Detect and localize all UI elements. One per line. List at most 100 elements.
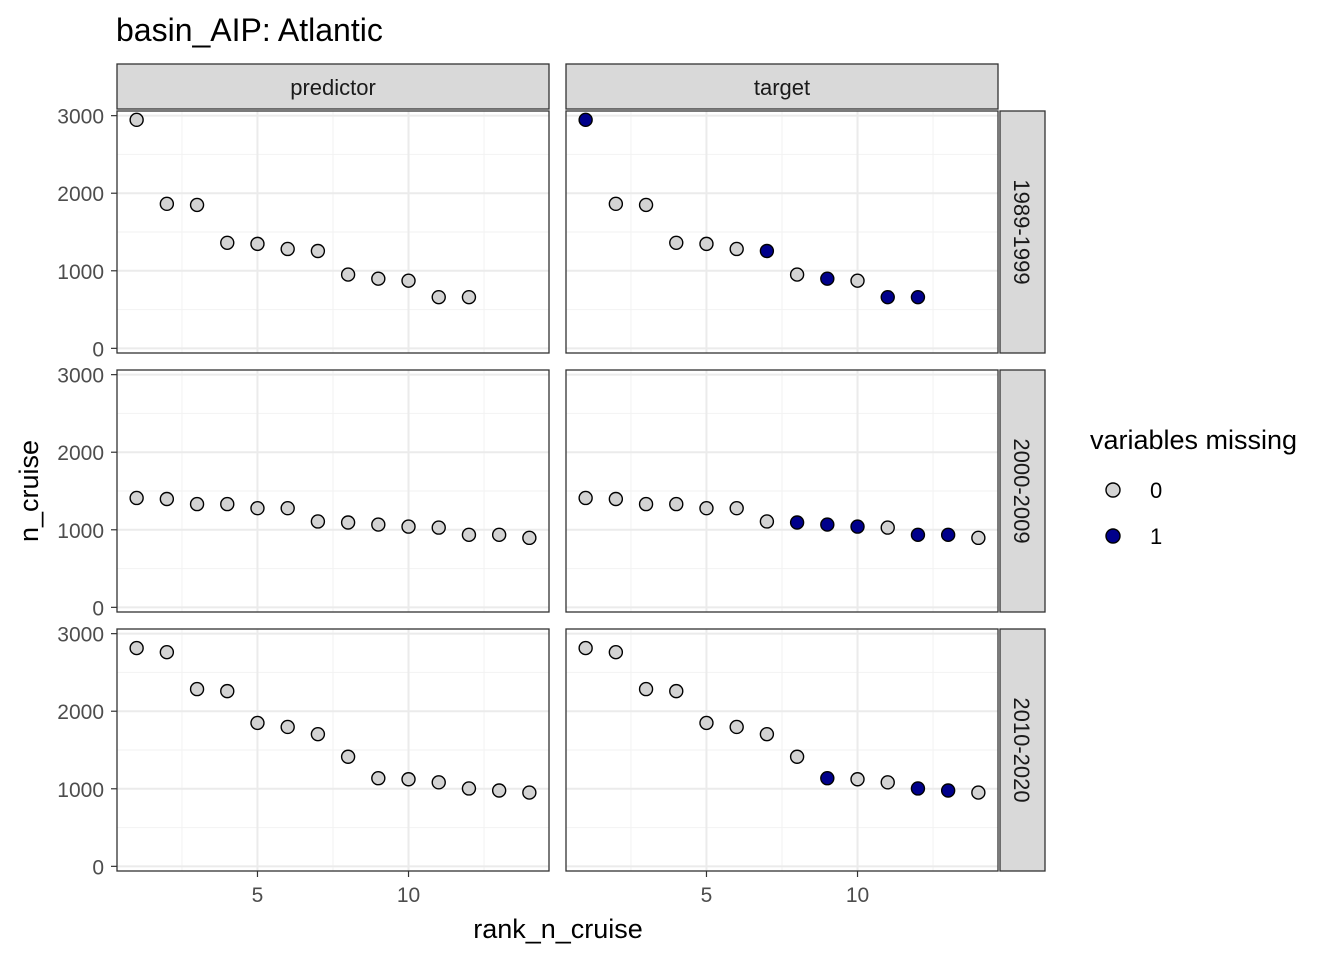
point-target-2010-2020-3 [638, 681, 654, 697]
point-predictor-2000-2009-3 [189, 496, 205, 512]
point-predictor-2010-2020-8 [340, 749, 356, 764]
point-target-1989-1999-4 [669, 235, 684, 250]
facet-strip-label-1989-1999: 1989-1999 [1009, 179, 1034, 284]
point-predictor-1989-1999-6 [280, 241, 295, 257]
point-target-2010-2020-8 [789, 749, 805, 764]
point-target-1989-1999-2 [608, 196, 624, 212]
point-predictor-2000-2009-1 [129, 490, 144, 506]
y-tick-label: 1000 [57, 779, 104, 802]
panel-border [565, 628, 999, 872]
point-target-1989-1999-3 [638, 197, 654, 213]
point-predictor-2010-2020-6 [280, 719, 295, 735]
point-predictor-2000-2009-11 [431, 520, 446, 535]
point-target-1989-1999-6 [729, 241, 744, 257]
point-target-2000-2009-6 [729, 501, 744, 516]
chart-title: basin_AIP: Atlantic [116, 12, 383, 48]
y-tick-label: 1000 [57, 520, 104, 543]
point-predictor-2000-2009-5 [250, 501, 265, 516]
point-target-2000-2009-4 [669, 496, 684, 512]
y-axis-label: n_cruise [14, 440, 44, 542]
point-target-1989-1999-12 [910, 289, 926, 305]
legend-key-1 [1105, 528, 1121, 544]
y-tick-label: 1000 [57, 261, 104, 284]
legend-label-1: 1 [1150, 524, 1162, 549]
facet-strip-label-2000-2009: 2000-2009 [1009, 438, 1034, 543]
facet-strip-1989-1999 [999, 110, 1046, 354]
point-target-1989-1999-11 [880, 289, 895, 305]
point-target-1989-1999-9 [820, 271, 835, 286]
point-target-1989-1999-5 [699, 236, 714, 252]
facet-strip-label-predictor: predictor [290, 75, 376, 100]
point-predictor-2010-2020-1 [129, 640, 144, 656]
point-target-2010-2020-2 [608, 644, 624, 660]
point-target-2000-2009-8 [789, 515, 805, 530]
point-predictor-2010-2020-5 [250, 715, 265, 731]
y-tick-label: 2000 [57, 442, 104, 465]
point-predictor-1989-1999-8 [340, 267, 356, 282]
facet-strip-label-2010-2020: 2010-2020 [1009, 697, 1034, 802]
y-tick-label: 0 [92, 856, 104, 879]
point-predictor-2010-2020-2 [159, 644, 175, 660]
legend-label-0: 0 [1150, 478, 1162, 503]
point-target-1989-1999-10 [850, 273, 865, 288]
point-target-2000-2009-10 [850, 519, 865, 534]
panel-border [116, 369, 550, 613]
legend-key-0 [1105, 482, 1121, 498]
point-predictor-1989-1999-9 [371, 271, 386, 286]
point-target-2000-2009-7 [759, 514, 775, 529]
point-target-2010-2020-11 [880, 775, 895, 790]
point-target-1989-1999-8 [789, 267, 805, 282]
x-tick-label: 10 [846, 884, 869, 907]
panel-border [565, 110, 999, 354]
point-target-2000-2009-3 [638, 496, 654, 512]
point-predictor-1989-1999-1 [129, 112, 144, 128]
point-predictor-2010-2020-3 [189, 681, 205, 697]
legend-title: variables missing [1090, 425, 1297, 455]
facet-strip-target [565, 63, 999, 110]
point-target-2000-2009-12 [910, 527, 926, 543]
point-predictor-2000-2009-10 [401, 519, 416, 534]
point-predictor-2010-2020-11 [431, 775, 446, 790]
point-predictor-2000-2009-4 [220, 496, 235, 512]
y-tick-label: 3000 [57, 365, 104, 388]
point-predictor-2010-2020-7 [310, 726, 326, 742]
point-target-2010-2020-13 [940, 783, 956, 798]
point-target-1989-1999-1 [578, 112, 593, 128]
point-predictor-1989-1999-4 [220, 235, 235, 250]
point-predictor-1989-1999-2 [159, 196, 175, 212]
point-predictor-1989-1999-12 [461, 289, 477, 305]
point-predictor-1989-1999-11 [431, 289, 446, 305]
y-tick-label: 0 [92, 338, 104, 361]
point-target-2000-2009-2 [608, 491, 624, 507]
point-target-2010-2020-5 [699, 715, 714, 731]
point-target-2010-2020-12 [910, 781, 926, 796]
point-target-2010-2020-4 [669, 683, 684, 699]
point-target-2000-2009-9 [820, 517, 835, 532]
point-predictor-2010-2020-14 [522, 785, 537, 800]
point-predictor-2000-2009-7 [310, 514, 326, 529]
point-predictor-2010-2020-10 [401, 772, 416, 787]
point-predictor-1989-1999-7 [310, 243, 326, 259]
point-predictor-2000-2009-6 [280, 501, 295, 516]
x-axis-label: rank_n_cruise [473, 914, 643, 944]
point-target-2000-2009-11 [880, 520, 895, 535]
point-target-1989-1999-7 [759, 243, 775, 259]
x-tick-label: 10 [397, 884, 420, 907]
facet-strip-2000-2009 [999, 369, 1046, 613]
point-predictor-2000-2009-14 [522, 530, 537, 546]
point-predictor-1989-1999-5 [250, 236, 265, 252]
point-predictor-2000-2009-12 [461, 527, 477, 543]
point-target-2010-2020-9 [820, 771, 835, 786]
facet-strip-label-target: target [754, 75, 810, 100]
x-tick-label: 5 [252, 884, 264, 907]
panel-border [116, 110, 550, 354]
point-predictor-2000-2009-9 [371, 517, 386, 532]
point-target-2000-2009-5 [699, 501, 714, 516]
point-predictor-2000-2009-13 [491, 527, 507, 543]
y-tick-label: 0 [92, 597, 104, 620]
point-target-2000-2009-1 [578, 490, 593, 506]
point-target-2000-2009-13 [940, 527, 956, 543]
point-predictor-2000-2009-8 [340, 515, 356, 530]
y-tick-label: 3000 [57, 624, 104, 647]
